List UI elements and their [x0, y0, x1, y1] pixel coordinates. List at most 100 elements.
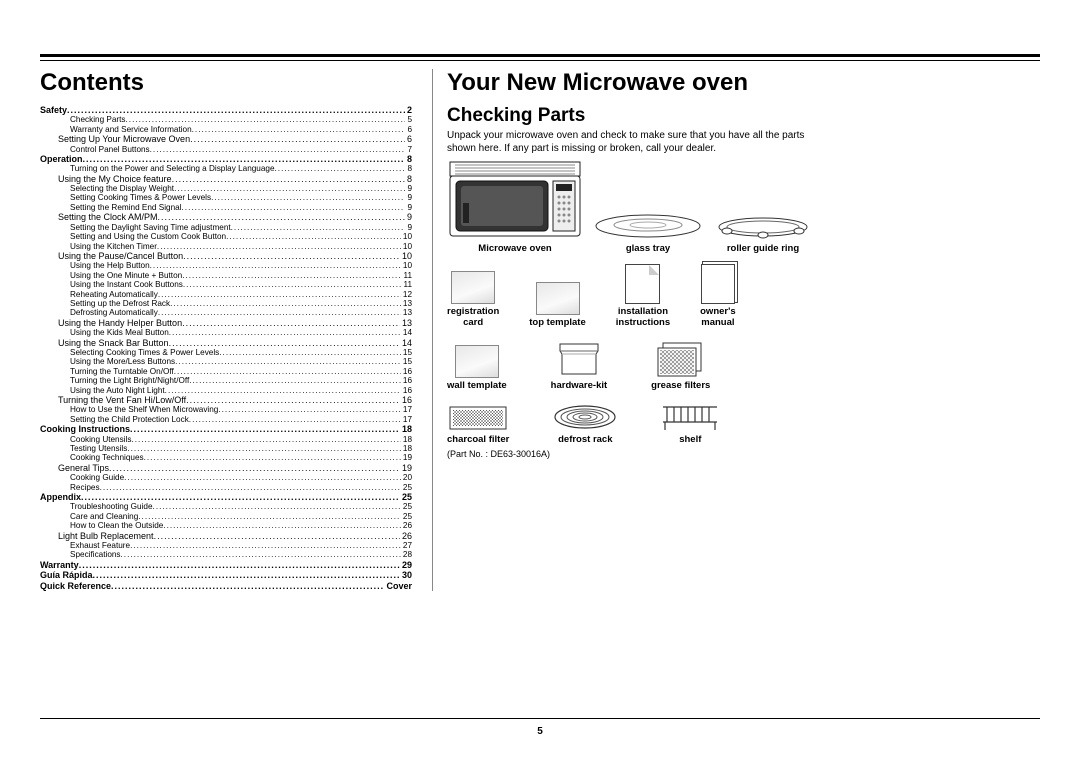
toc-entry: Defrosting Automatically 13 — [70, 308, 412, 317]
part-number: (Part No. : DE63-30016A) — [447, 449, 822, 459]
parts-row-3: wall template hardware-kit — [447, 340, 822, 391]
toc-entry: Using the Snack Bar Button 14 — [58, 338, 412, 348]
contents-heading: Contents — [40, 69, 412, 97]
card-icon — [455, 345, 499, 378]
part-hardware-kit: hardware-kit — [551, 340, 608, 391]
parts-column: Your New Microwave oven Checking Parts U… — [432, 69, 822, 591]
toc-entry: Turning on the Power and Selecting a Dis… — [70, 164, 412, 173]
toc-entry: Selecting the Display Weight 9 — [70, 184, 412, 193]
part-label: grease filters — [651, 381, 710, 391]
toc-entry: Using the Instant Cook Buttons 11 — [70, 280, 412, 289]
part-charcoal-filter: charcoal filter — [447, 406, 509, 445]
toc-entry: Checking Parts 5 — [70, 115, 412, 124]
toc-entry: Light Bulb Replacement 26 — [58, 531, 412, 541]
toc-entry: Using the Handy Helper Button 13 — [58, 318, 412, 328]
two-column-layout: Contents Safety 2Checking Parts 5Warrant… — [40, 69, 1040, 591]
parts-row-1: Microwave oven glass tray — [447, 161, 822, 254]
shelf-icon — [661, 404, 719, 432]
toc-entry: Reheating Automatically 12 — [70, 290, 412, 299]
page-number: 5 — [537, 726, 543, 737]
part-wall-template: wall template — [447, 345, 507, 391]
bag-icon — [556, 340, 602, 378]
part-top-template: top template — [529, 282, 585, 328]
part-grease-filters: grease filters — [651, 342, 710, 391]
toc-entry: Quick Reference Cover — [40, 581, 412, 591]
roller-ring-icon — [715, 215, 811, 241]
toc-entry: Using the Help Button 10 — [70, 261, 412, 270]
card-icon — [536, 282, 580, 315]
part-defrost-rack: defrost rack — [553, 404, 617, 445]
toc-entry: Exhaust Feature 27 — [70, 541, 412, 550]
toc-entry: Setting the Daylight Saving Time adjustm… — [70, 223, 412, 232]
part-label: hardware-kit — [551, 381, 608, 391]
toc-entry: Using the One Minute + Button 11 — [70, 271, 412, 280]
part-glass-tray: glass tray — [593, 213, 703, 254]
toc-entry: Care and Cleaning 25 — [70, 512, 412, 521]
subsection-heading: Checking Parts — [447, 105, 822, 127]
toc-entry: Control Panel Buttons 7 — [70, 145, 412, 154]
toc-entry: Setting and Using the Custom Cook Button… — [70, 232, 412, 241]
toc-entry: Appendix 25 — [40, 492, 412, 502]
toc-entry: Using the Auto Night Light 16 — [70, 386, 412, 395]
toc-entry: Testing Utensils 18 — [70, 444, 412, 453]
part-label: top template — [529, 318, 585, 328]
toc-entry: How to Clean the Outside 26 — [70, 521, 412, 530]
toc-entry: Warranty and Service Information 6 — [70, 125, 412, 134]
toc-entry: Guía Rápida 30 — [40, 570, 412, 580]
part-label: charcoal filter — [447, 435, 509, 445]
part-reg-card: registrationcard — [447, 271, 499, 328]
toc-entry: Using the Kids Meal Button 14 — [70, 328, 412, 337]
toc-entry: Operation 8 — [40, 154, 412, 164]
toc-entry: Cooking Guide 20 — [70, 473, 412, 482]
part-label: glass tray — [593, 244, 703, 254]
part-microwave: Microwave oven — [447, 161, 583, 254]
toc-entry: Using the My Choice feature 8 — [58, 174, 412, 184]
toc-entry: Setting Cooking Times & Power Levels 9 — [70, 193, 412, 202]
table-of-contents: Safety 2Checking Parts 5Warranty and Ser… — [40, 105, 412, 591]
defrost-rack-icon — [553, 404, 617, 432]
toc-entry: Setting the Remind End Signal 9 — [70, 203, 412, 212]
filter-icon — [657, 342, 705, 378]
section-heading: Your New Microwave oven — [447, 69, 822, 97]
toc-entry: Using the Kitchen Timer 10 — [70, 242, 412, 251]
toc-entry: Setting the Child Protection Lock 17 — [70, 415, 412, 424]
toc-entry: Cooking Utensils 18 — [70, 435, 412, 444]
toc-entry: Warranty 29 — [40, 560, 412, 570]
charcoal-filter-icon — [449, 406, 507, 432]
toc-entry: How to Use the Shelf When Microwaving 17 — [70, 405, 412, 414]
part-install-instructions: installationinstructions — [616, 264, 670, 328]
microwave-icon — [449, 161, 581, 241]
part-label: Microwave oven — [447, 244, 583, 254]
part-label: defrost rack — [553, 435, 617, 445]
contents-column: Contents Safety 2Checking Parts 5Warrant… — [40, 69, 432, 591]
toc-entry: Safety 2 — [40, 105, 412, 115]
toc-entry: General Tips 19 — [58, 463, 412, 473]
card-icon — [451, 271, 495, 304]
toc-entry: Selecting Cooking Times & Power Levels 1… — [70, 348, 412, 357]
toc-entry: Specifications 28 — [70, 550, 412, 559]
toc-entry: Setting the Clock AM/PM 9 — [58, 212, 412, 222]
parts-row-4: charcoal filter defrost rack — [447, 404, 822, 445]
part-label: shelf — [661, 435, 719, 445]
toc-entry: Using the More/Less Buttons 15 — [70, 357, 412, 366]
booklet-icon — [625, 264, 660, 304]
part-roller-ring: roller guide ring — [713, 215, 813, 254]
toc-entry: Turning the Vent Fan Hi/Low/Off 16 — [58, 395, 412, 405]
part-label: roller guide ring — [713, 244, 813, 254]
toc-entry: Turning the Turntable On/Off 16 — [70, 367, 412, 376]
toc-entry: Cooking Instructions 18 — [40, 424, 412, 434]
part-shelf: shelf — [661, 404, 719, 445]
bottom-rule — [40, 718, 1040, 719]
parts-row-2: registrationcard top template installati… — [447, 264, 822, 328]
part-owners-manual: owner'smanual — [700, 264, 736, 328]
top-rule — [40, 54, 1040, 61]
toc-entry: Setting up the Defrost Rack 13 — [70, 299, 412, 308]
part-label: registrationcard — [447, 307, 499, 328]
toc-entry: Cooking Techniques 19 — [70, 453, 412, 462]
manual-page: Contents Safety 2Checking Parts 5Warrant… — [0, 0, 1080, 763]
part-label: wall template — [447, 381, 507, 391]
toc-entry: Turning the Light Bright/Night/Off 16 — [70, 376, 412, 385]
toc-entry: Troubleshooting Guide 25 — [70, 502, 412, 511]
part-label: owner'smanual — [700, 307, 736, 328]
booklet-icon — [701, 264, 735, 304]
